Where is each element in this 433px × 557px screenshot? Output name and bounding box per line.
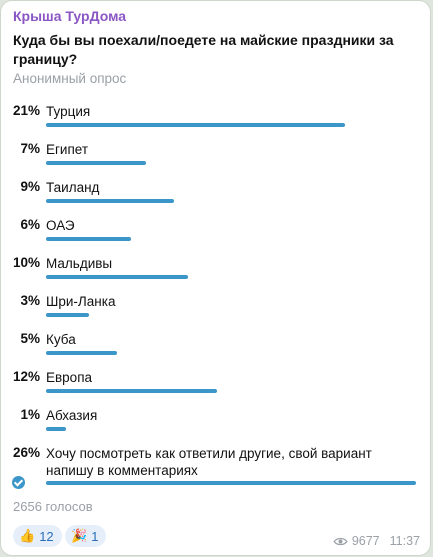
reaction-count: 12 <box>39 528 54 544</box>
option-bar <box>46 351 117 355</box>
option-label: Мальдивы <box>46 256 113 271</box>
poll-option[interactable]: 21% Турция <box>1 103 432 135</box>
option-percent: 12% <box>12 369 40 384</box>
poll-option[interactable]: 7% Египет <box>1 141 432 173</box>
option-bar <box>46 237 131 241</box>
poll-option[interactable]: 1% Абхазия <box>1 407 432 439</box>
poll-option[interactable]: 3% Шри-Ланка <box>1 293 432 325</box>
reaction-thumbs-up[interactable]: 👍 12 <box>13 525 62 547</box>
option-percent: 7% <box>20 141 40 156</box>
poll-option[interactable]: 10% Мальдивы <box>1 255 432 287</box>
option-bar <box>46 427 66 431</box>
thumbs-up-icon: 👍 <box>19 528 36 543</box>
option-label: Европа <box>46 370 93 385</box>
option-label: Таиланд <box>46 180 100 195</box>
party-popper-icon: 🎉 <box>71 528 88 543</box>
option-label: Хочу посмотреть как ответили другие, сво… <box>46 446 372 478</box>
option-percent: 6% <box>20 217 40 232</box>
option-bar <box>46 275 188 279</box>
message-time: 11:37 <box>389 534 420 548</box>
poll-option[interactable]: 9% Таиланд <box>1 179 432 211</box>
option-percent: 1% <box>20 407 40 422</box>
option-label: Куба <box>46 332 76 347</box>
poll-option[interactable]: 5% Куба <box>1 331 432 363</box>
option-percent: 26% <box>12 445 40 460</box>
message-meta: 9677 11:37 <box>333 534 420 548</box>
poll-option[interactable]: 26% Хочу посмотреть как ответили другие, … <box>1 445 432 489</box>
poll-option[interactable]: 6% ОАЭ <box>1 217 432 249</box>
option-bar <box>46 313 89 317</box>
option-bar <box>46 481 416 485</box>
option-label: Турция <box>46 104 91 119</box>
option-label: Египет <box>46 142 89 157</box>
view-count: 9677 <box>351 534 380 548</box>
option-bar <box>46 161 146 165</box>
option-bar <box>46 389 217 393</box>
option-percent: 5% <box>20 331 40 346</box>
poll-option[interactable]: 12% Европа <box>1 369 432 401</box>
channel-name[interactable]: Крыша ТурДома <box>13 8 127 24</box>
reaction-party[interactable]: 🎉 1 <box>65 525 107 547</box>
selected-check-icon <box>12 476 25 489</box>
option-bar <box>46 199 174 203</box>
option-label: ОАЭ <box>46 218 75 233</box>
reaction-count: 1 <box>91 528 99 544</box>
poll-type-label: Анонимный опрос <box>13 71 127 86</box>
option-label: Шри-Ланка <box>46 294 116 309</box>
option-percent: 3% <box>20 293 40 308</box>
option-percent: 9% <box>20 179 40 194</box>
option-percent: 10% <box>12 255 40 270</box>
eye-icon <box>333 537 348 545</box>
option-label: Абхазия <box>46 408 98 423</box>
option-bar <box>46 123 345 127</box>
poll-question: Куда бы вы поехали/поедете на майские пр… <box>13 32 394 67</box>
vote-count[interactable]: 2656 голосов <box>13 499 93 514</box>
option-percent: 21% <box>12 103 40 118</box>
